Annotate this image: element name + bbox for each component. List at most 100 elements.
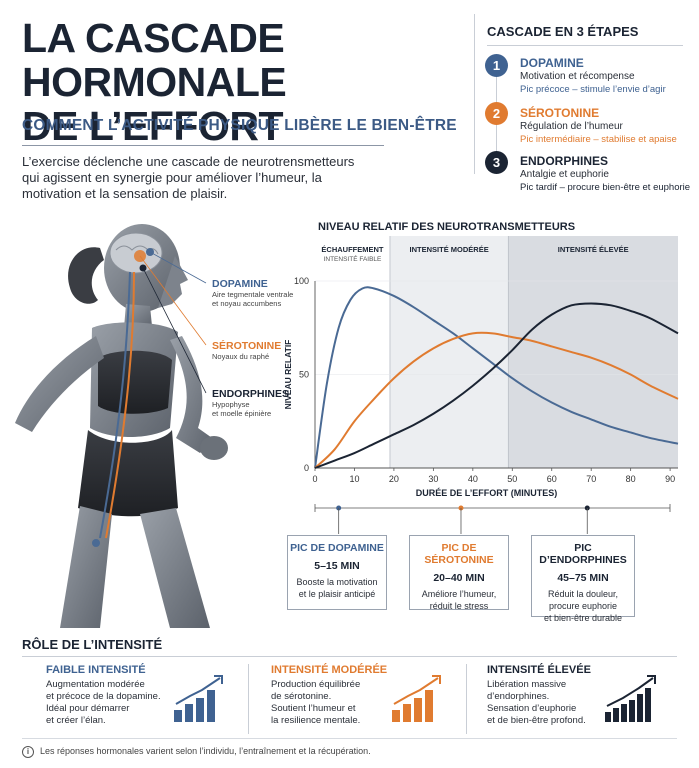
- steps-title-rule: [487, 45, 683, 46]
- peak-endorphins-desc2: procure euphorie: [548, 601, 618, 611]
- x-tick-label-0: 0: [312, 474, 317, 484]
- peak-serotonin-range: 20–40 MIN: [433, 572, 485, 584]
- figure-label-dopamine-desc1: Aire tegmentale ventrale: [212, 290, 294, 299]
- role-title-rule: [22, 656, 677, 657]
- peak-endorphins-desc3: et bien-être durable: [543, 613, 623, 623]
- intensity-high-line3: Sensation d’euphorie: [487, 703, 577, 714]
- front-arm: [170, 336, 215, 453]
- bar-growth-icon-moderate: [392, 675, 441, 722]
- step-2-desc: Régulation de l’humeur: [520, 121, 623, 132]
- intensity-low-line3: Idéal pour démarrer: [46, 703, 130, 714]
- zone-label-2: INTENSITÉ ÉLEVÉE: [558, 245, 629, 254]
- x-tick-label-9: 90: [665, 474, 675, 484]
- zone-label-0: ÉCHAUFFEMENT: [321, 245, 383, 254]
- runner-illustration: [15, 224, 228, 628]
- info-icon: i: [22, 746, 34, 758]
- intensity-high-line4: et de bien-être profond.: [487, 715, 586, 726]
- y-tick-label-1: 50: [299, 370, 309, 380]
- step-3-peak: Pic tardif – procure bien-être et euphor…: [520, 182, 691, 193]
- figure-label-serotonin: SÉROTONINE Noyaux du raphé: [212, 340, 281, 361]
- peak-dopamine-title: PIC DE DOPAMINE: [290, 542, 384, 554]
- ponytail: [68, 247, 104, 304]
- figure-label-dopamine-desc2: et noyau accumbens: [212, 299, 282, 308]
- x-tick-label-6: 60: [547, 474, 557, 484]
- figure-label-dopamine: DOPAMINE Aire tegmentale ventrale et noy…: [212, 278, 293, 308]
- step-1-peak: Pic précoce – stimule l’envie d’agir: [520, 84, 666, 95]
- peak-serotonin-desc1: Améliore l’humeur,: [421, 589, 497, 599]
- intensity-high-name: INTENSITÉ ÉLEVÉE: [487, 664, 591, 676]
- intensity-low-name: FAIBLE INTENSITÉ: [46, 664, 146, 676]
- peak-serotonin-desc2: réduit le stress: [429, 601, 489, 611]
- peak-dopamine-desc2: et le plaisir anticipé: [298, 589, 376, 599]
- peak-box-dopamine: PIC DE DOPAMINE 5–15 MIN Booste la motiv…: [287, 535, 387, 610]
- x-tick-label-2: 20: [389, 474, 399, 484]
- peak-endorphins-title: PIC D’ENDORPHINES: [539, 542, 627, 566]
- intensity-high-line2: d’endorphines.: [487, 691, 550, 702]
- peak-dopamine-desc1: Booste la motivation: [296, 577, 378, 587]
- figure-label-dopamine-name: DOPAMINE: [212, 278, 268, 290]
- header-divider: [474, 14, 475, 174]
- peak-box-endorphins: PIC D’ENDORPHINES 45–75 MIN Réduit la do…: [531, 535, 635, 623]
- peak-dopamine-range: 5–15 MIN: [314, 560, 360, 572]
- series-line-endorphines: [314, 302, 679, 469]
- intensity-high-line1: Libération massive: [487, 679, 567, 690]
- zone-band-1: [389, 236, 509, 468]
- figure-label-endorphins-desc1: Hypophyse: [212, 400, 250, 409]
- page-title: LA CASCADE HORMONALE DE L’EFFORT: [22, 16, 462, 148]
- step-1-name: DOPAMINE: [520, 56, 584, 70]
- step-1-desc: Motivation et récompense: [520, 71, 635, 82]
- intensity-moderate-line1: Production équilibrée: [271, 679, 361, 690]
- series-line-srotonine: [314, 331, 679, 469]
- intro-text: L’exercise déclenche une cascade de neur…: [22, 154, 355, 201]
- page-subtitle: COMMENT L’ACTIVITÉ PHYSIQUE LIBÈRE LE BI…: [22, 117, 457, 134]
- x-tick-label-7: 70: [586, 474, 596, 484]
- figure-label-serotonin-desc1: Noyaux du raphé: [212, 352, 270, 361]
- intensity-high: INTENSITÉ ÉLEVÉE Libération massive d’en…: [487, 664, 607, 727]
- x-tick-label-5: 50: [507, 474, 517, 484]
- figure-label-endorphins-name: ENDORPHINES: [212, 388, 290, 400]
- x-tick-label-4: 40: [468, 474, 478, 484]
- peak-endorphins-range: 45–75 MIN: [557, 572, 609, 584]
- zone-band-0: [315, 236, 390, 468]
- step-2-name: SÉROTONINE: [520, 106, 600, 120]
- peak-endorphins-desc1: Réduit la douleur,: [547, 589, 619, 599]
- intensity-moderate: INTENSITÉ MODÉRÉE Production équilibrée …: [271, 664, 391, 727]
- series-line-dopamine: [314, 286, 679, 469]
- y-axis-label: NIVEAU RELATIF: [283, 340, 293, 410]
- intensity-low-line4: et créer l’élan.: [46, 715, 106, 726]
- subtitle-divider: [22, 145, 384, 146]
- intensity-low-line1: Augmentation modérée: [46, 679, 145, 690]
- figure-label-endorphins-desc2: et moelle épinière: [212, 409, 272, 418]
- back-arm: [15, 336, 104, 432]
- peak-serotonin-title: PIC DE SÉROTONINE: [424, 542, 494, 566]
- x-tick-label-3: 30: [428, 474, 438, 484]
- zone-band-2: [508, 236, 678, 468]
- step-3-name: ENDORPHINES: [520, 154, 609, 168]
- step-2-peak: Pic intermédiaire – stabilise et apaise: [520, 134, 677, 145]
- y-tick-label-0: 0: [304, 463, 309, 473]
- steps-title: CASCADE EN 3 ÉTAPES: [487, 24, 639, 39]
- front-leg: [140, 508, 210, 628]
- step-2-number: 2: [485, 102, 508, 125]
- step-1-number: 1: [485, 54, 508, 77]
- zone-sublabel-0: INTENSITÉ FAIBLE: [324, 254, 382, 263]
- step-3-number: 3: [485, 151, 508, 174]
- intensity-divider-2: [466, 664, 467, 734]
- x-tick-label-1: 10: [349, 474, 359, 484]
- intensity-moderate-name: INTENSITÉ MODÉRÉE: [271, 664, 388, 676]
- intensity-low: FAIBLE INTENSITÉ Augmentation modérée et…: [46, 664, 166, 727]
- x-tick-label-8: 80: [626, 474, 636, 484]
- endorphin-leader: [142, 267, 207, 394]
- intensity-moderate-line3: Soutient l’humeur et: [271, 703, 356, 714]
- title-line-1: LA CASCADE HORMONALE: [22, 15, 287, 105]
- footer-rule: [22, 738, 677, 739]
- intensity-low-line2: et précoce de la dopamine.: [46, 691, 161, 702]
- chart-title: NIVEAU RELATIF DES NEUROTRANSMETTEURS: [318, 221, 576, 233]
- back-leg: [60, 506, 112, 628]
- intensity-divider-1: [248, 664, 249, 734]
- dopamine-leader: [149, 251, 207, 284]
- step-3-desc: Antalgie et euphorie: [520, 169, 609, 180]
- zone-label-1: INTENSITÉ MODÉRÉE: [410, 245, 489, 254]
- shorts: [78, 430, 178, 517]
